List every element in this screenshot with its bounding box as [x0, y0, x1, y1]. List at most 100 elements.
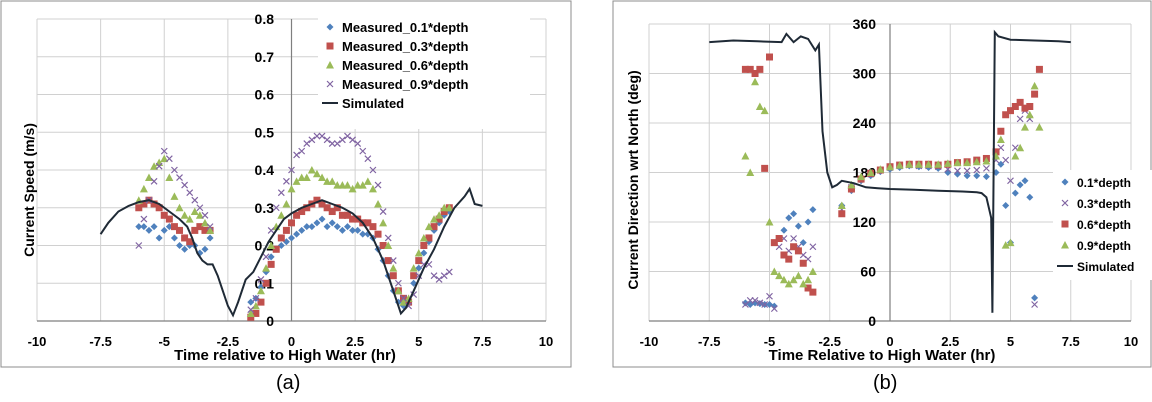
- x-tick-label: 7.5: [473, 334, 491, 349]
- data-point: [292, 177, 301, 185]
- data-point: [344, 132, 351, 140]
- data-point: [394, 286, 403, 295]
- data-point: [775, 235, 783, 242]
- data-point: [895, 161, 904, 169]
- legend-label: Simulated: [1077, 260, 1134, 274]
- data-point: [333, 181, 342, 189]
- data-point: [766, 53, 773, 61]
- data-point: [343, 223, 351, 231]
- data-point: [186, 238, 194, 246]
- data-point: [440, 208, 448, 216]
- legend-swatch: [1061, 241, 1069, 249]
- data-point: [876, 165, 885, 173]
- data-point: [1002, 111, 1010, 119]
- data-point: [302, 173, 311, 182]
- data-point: [751, 70, 759, 77]
- data-point: [924, 160, 933, 168]
- data-point: [384, 241, 393, 249]
- data-point: [135, 204, 143, 212]
- data-point: [384, 257, 392, 265]
- data-point: [799, 279, 808, 288]
- data-point: [973, 166, 981, 174]
- data-point: [196, 223, 204, 231]
- data-point: [252, 294, 260, 302]
- data-point: [308, 223, 316, 231]
- data-point: [328, 140, 336, 147]
- data-point: [297, 173, 306, 182]
- data-point: [746, 168, 755, 176]
- legend-label: Measured_0.6*depth: [342, 58, 468, 73]
- data-point: [445, 203, 454, 212]
- data-point: [435, 211, 444, 219]
- data-point: [837, 201, 846, 209]
- data-point: [354, 140, 362, 147]
- data-point: [303, 140, 311, 147]
- legend-swatch: [326, 42, 334, 50]
- data-point: [363, 177, 372, 185]
- data-point: [374, 230, 382, 238]
- legend-label: Simulated: [342, 96, 404, 111]
- data-point: [201, 226, 209, 234]
- data-point: [394, 279, 402, 287]
- data-point: [313, 219, 321, 227]
- data-point: [150, 177, 158, 185]
- y-tick-label: 0.3: [255, 200, 275, 216]
- data-point: [779, 275, 788, 284]
- data-point: [272, 204, 280, 212]
- data-point: [420, 249, 428, 257]
- data-point: [277, 234, 285, 242]
- data-point: [435, 276, 443, 283]
- series-Simulated: [99, 186, 483, 318]
- data-point: [180, 211, 189, 219]
- data-point: [1031, 294, 1039, 302]
- data-point: [1035, 65, 1043, 73]
- y-tick-label: 300: [853, 66, 877, 82]
- data-point: [751, 77, 760, 86]
- data-point: [277, 189, 285, 197]
- y-tick-label: 240: [853, 115, 877, 131]
- data-point: [741, 152, 750, 160]
- data-point: [1016, 115, 1024, 123]
- data-point: [770, 302, 778, 310]
- legend-box: [1053, 170, 1152, 280]
- data-point: [389, 257, 397, 265]
- data-point: [982, 173, 990, 181]
- y-tick-label: 120: [853, 214, 877, 230]
- data-point: [1002, 156, 1010, 164]
- legend-label: Measured_0.9*depth: [342, 77, 468, 92]
- y-tick-label: 0: [868, 313, 876, 329]
- series-Simulated: [709, 29, 1071, 313]
- data-point: [1031, 301, 1039, 308]
- data-point: [770, 305, 778, 313]
- data-point: [328, 208, 336, 216]
- data-point: [206, 226, 215, 234]
- legend-label: Measured_0.3*depth: [342, 39, 468, 54]
- data-point: [328, 219, 336, 227]
- data-point: [160, 154, 169, 163]
- data-point: [761, 301, 769, 308]
- data-point: [775, 271, 784, 280]
- data-point: [181, 234, 189, 242]
- simulated-line: [709, 29, 1071, 313]
- data-point: [770, 239, 778, 247]
- data-point: [139, 184, 148, 193]
- data-point: [435, 215, 443, 223]
- data-point: [262, 279, 270, 287]
- data-point: [343, 211, 351, 219]
- data-point: [348, 184, 357, 193]
- x-axis-title: Time Relative to High Water (hr): [769, 347, 996, 364]
- data-point: [766, 292, 773, 300]
- data-point: [262, 253, 270, 261]
- data-point: [201, 211, 209, 219]
- data-point: [997, 127, 1005, 135]
- data-point: [374, 181, 382, 189]
- data-point: [808, 267, 817, 275]
- data-point: [379, 208, 387, 215]
- data-point: [751, 299, 759, 307]
- data-point: [400, 294, 407, 302]
- data-point: [338, 181, 347, 189]
- data-point: [246, 309, 255, 317]
- data-point: [374, 199, 383, 208]
- data-point: [430, 272, 438, 280]
- data-point: [171, 166, 178, 174]
